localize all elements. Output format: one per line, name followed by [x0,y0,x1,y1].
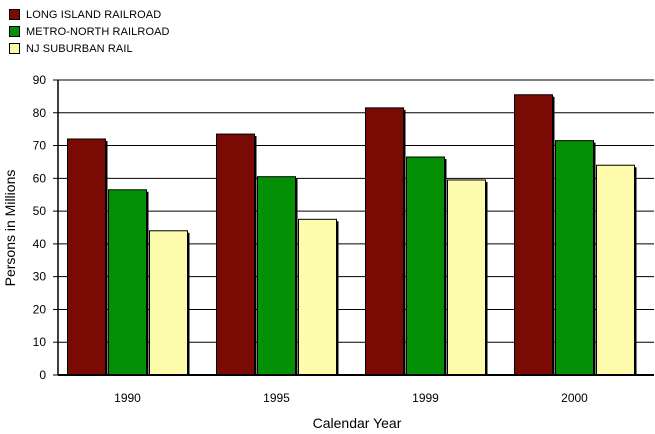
legend-swatch-nj-suburban [9,43,20,54]
legend: LONG ISLAND RAILROAD METRO-NORTH RAILROA… [9,6,170,57]
bar-1990-0 [67,138,106,376]
y-tick-label-90: 90 [33,73,47,87]
legend-label-long-island: LONG ISLAND RAILROAD [26,8,162,21]
legend-item-nj-suburban: NJ SUBURBAN RAIL [9,40,170,57]
bars [67,94,637,376]
x-tick-label-1999: 1999 [412,391,439,405]
y-tick-label-50: 50 [33,204,47,218]
bar-1995-1 [257,176,296,376]
bar-1999-2 [447,179,486,376]
bar-1999-0 [365,107,404,376]
legend-label-metro-north: METRO-NORTH RAILROAD [26,25,170,38]
y-tick-label-20: 20 [33,302,47,316]
bar-1995-2 [298,218,337,376]
bar-2000-0 [514,94,553,376]
bar-2000-2 [596,164,635,376]
legend-label-nj-suburban: NJ SUBURBAN RAIL [26,42,133,55]
y-tick-label-60: 60 [33,171,47,185]
x-tick-label-2000: 2000 [561,391,588,405]
legend-swatch-long-island [9,9,20,20]
y-tick-label-0: 0 [39,368,46,382]
legend-item-metro-north: METRO-NORTH RAILROAD [9,23,170,40]
legend-swatch-metro-north [9,26,20,37]
y-tick-label-70: 70 [33,139,47,153]
bar-1990-1 [108,189,147,376]
y-tick-labels: 0 10 20 30 40 50 60 70 80 90 [33,73,47,382]
y-tick-label-40: 40 [33,237,47,251]
bar-2000-1 [555,140,594,376]
bar-1990-2 [149,230,188,376]
bar-1995-0 [216,133,255,376]
y-axis-label: Persons in Millions [2,170,18,287]
x-tick-label-1995: 1995 [263,391,290,405]
x-tick-labels: 1990 1995 1999 2000 [114,391,588,405]
bar-1999-1 [406,156,445,376]
y-tick-label-10: 10 [33,335,47,349]
axes [57,80,654,376]
y-tick-label-30: 30 [33,270,47,284]
x-axis-label: Calendar Year [313,415,402,431]
x-tick-label-1990: 1990 [114,391,141,405]
y-tick-label-80: 80 [33,106,47,120]
legend-item-long-island: LONG ISLAND RAILROAD [9,6,170,23]
